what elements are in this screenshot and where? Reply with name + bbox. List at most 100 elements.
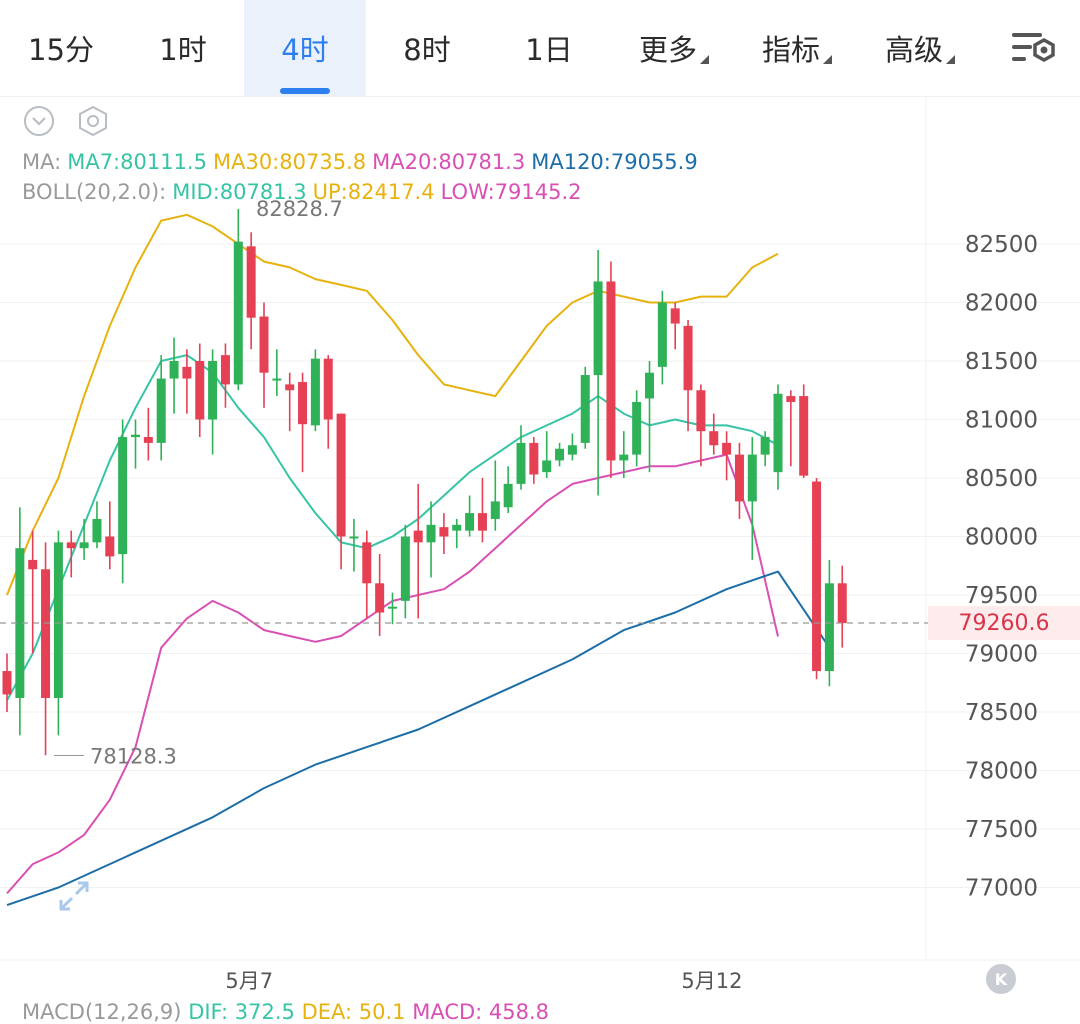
candle-down [786,396,796,402]
boll-low-value: LOW:79145.2 [440,180,582,204]
candle-up [465,513,475,531]
candle-down [195,361,205,420]
candle-up [53,542,63,698]
candle-down [709,431,719,446]
candle-down [362,542,372,584]
candle-up [79,542,89,549]
candle-up [118,437,128,555]
candle-up [567,445,577,455]
candle-down [477,513,487,531]
hexagon-settings-icon[interactable] [76,104,110,138]
candle-up [593,281,603,376]
y-tick-label: 80000 [965,525,1038,551]
candle-down [41,569,51,698]
candle-up [233,241,243,385]
y-tick-label: 81500 [965,349,1038,375]
ma-legend: MA: MA7:80111.5 MA30:80735.8 MA20:80781.3 MA… [22,150,704,174]
tab-15m[interactable]: 15分 [0,0,122,96]
candle-up [542,460,552,473]
candle-up [747,454,757,502]
tab-4h[interactable]: 4时 [244,0,366,96]
y-tick-label: 78500 [965,700,1038,726]
candle-down [28,559,38,570]
candle-down [799,396,809,476]
candle-down [606,281,616,461]
max-price-label: 82828.7 [256,197,343,221]
candle-down [375,583,385,613]
candle-up [92,518,102,543]
candle-down [2,671,12,695]
menu-label: 指标 [761,33,820,67]
tab-8h[interactable]: 8时 [366,0,488,96]
candle-down [336,413,346,537]
y-tick-label: 82500 [965,232,1038,258]
candle-up [503,483,513,508]
expand-arrows-icon[interactable] [56,878,92,914]
y-tick-label: 79000 [965,642,1038,668]
y-tick-label: 77500 [965,817,1038,843]
candle-up [156,378,166,443]
candle-up [272,378,282,381]
candle-up [388,606,397,609]
ma20-value: MA20:80781.3 [372,150,526,174]
y-tick-label: 79500 [965,583,1038,609]
menu-indicators[interactable]: 指标 [736,0,858,96]
candle-up [632,401,642,455]
chart-grid [0,96,1080,961]
chart-settings-icon[interactable] [1010,28,1058,68]
boll-prefix: BOLL(20,2.0): [22,180,167,204]
candle-down [220,355,230,385]
candle-down [105,536,115,557]
chevron-down-icon[interactable] [22,104,56,138]
dropdown-triangle-icon [823,54,832,64]
candle-up [824,583,834,672]
x-tick-label: 5月7 [225,969,273,993]
menu-more[interactable]: 更多 [612,0,736,96]
menu-advanced[interactable]: 高级 [858,0,982,96]
candle-down [66,542,76,549]
extreme-labels: 82828.7 78128.3 [54,197,343,769]
candle-down [683,325,693,391]
candle-down [259,316,269,373]
y-tick-label: 80500 [965,466,1038,492]
candle-down [670,308,680,324]
candle-down [182,366,192,379]
macd-prefix: MACD(12,26,9) [22,1000,182,1024]
ma-prefix: MA: [22,150,62,174]
ma7-value: MA7:80111.5 [67,150,207,174]
candle-down [439,527,449,537]
tab-1h[interactable]: 1时 [122,0,244,96]
candle-down [323,358,333,420]
ma30-value: MA30:80735.8 [212,150,367,174]
dropdown-triangle-icon [700,54,709,64]
candle-down [837,583,847,624]
candle-down [413,530,423,543]
min-price-label: 78128.3 [90,745,177,769]
candle-up [310,358,320,426]
candle-up [131,434,140,438]
candle-up [400,536,410,601]
candle-down [722,442,732,455]
collapse-icon[interactable]: K [986,964,1016,994]
candle-down [812,481,822,672]
candle-up [349,536,359,539]
macd-legend: MACD(12,26,9) DIF: 372.5 DEA: 50.1 MACD:… [22,1000,549,1024]
candle-up [555,448,565,461]
candle-up [15,548,25,698]
boll-legend: BOLL(20,2.0): MID:80781.3 UP:82417.4 LOW:79… [22,180,588,204]
candle-down [246,246,256,318]
x-axis: 5月7 5月12 [225,969,742,993]
x-tick-label: 5月12 [681,969,742,993]
candle-down [529,442,539,475]
candle-up [657,302,667,367]
candle-down [143,437,153,443]
tab-label: 1时 [159,33,207,67]
tab-1d[interactable]: 1日 [488,0,610,96]
macd-dif: DIF: 372.5 [188,1000,295,1024]
ma120-line [6,570,831,907]
y-tick-label: 78000 [965,759,1038,785]
tab-label: 1日 [525,33,573,67]
candle-up [773,393,783,473]
boll-up-line [6,213,779,596]
